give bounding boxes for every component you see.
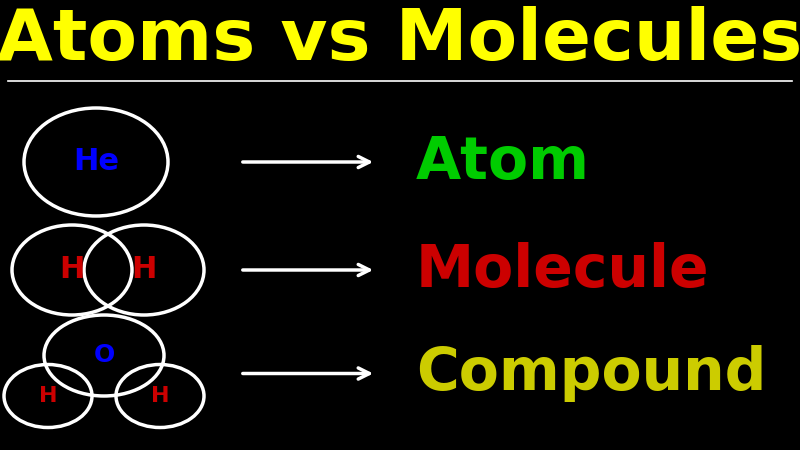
Text: Compound: Compound [416,345,766,402]
Text: H: H [59,256,85,284]
Text: H: H [131,256,157,284]
Text: Atoms vs Molecules: Atoms vs Molecules [0,6,800,75]
Text: H: H [38,386,58,406]
Text: Molecule: Molecule [416,242,710,298]
Text: Atom: Atom [416,134,590,190]
Text: He: He [73,148,119,176]
Text: O: O [94,343,114,368]
Text: H: H [150,386,170,406]
